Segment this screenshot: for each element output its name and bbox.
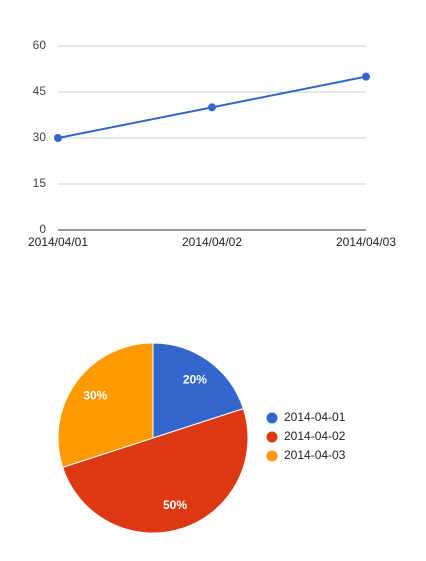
legend-swatch bbox=[266, 450, 278, 462]
y-tick-label: 60 bbox=[33, 38, 47, 52]
y-tick-label: 15 bbox=[33, 176, 47, 190]
pie-slice bbox=[57, 342, 154, 468]
legend-label: 2014-04-01 bbox=[284, 410, 346, 424]
x-tick-label: 2014/04/03 bbox=[336, 235, 396, 249]
legend-swatch bbox=[266, 412, 278, 424]
x-tick-label: 2014/04/01 bbox=[28, 235, 88, 249]
slice-label: 50% bbox=[163, 498, 187, 512]
point bbox=[54, 134, 62, 142]
pie-slice bbox=[62, 408, 249, 534]
y-tick-label: 30 bbox=[33, 130, 47, 144]
point bbox=[362, 72, 370, 81]
legend-label: 2014-04-02 bbox=[284, 429, 346, 443]
y-tick-label: 0 bbox=[39, 222, 46, 236]
slice-label: 20% bbox=[183, 373, 207, 387]
y-tick-label: 45 bbox=[33, 84, 47, 98]
slice-label: 30% bbox=[83, 388, 107, 402]
point bbox=[208, 103, 216, 112]
pie-slice bbox=[152, 342, 244, 439]
x-tick-label: 2014/04/02 bbox=[182, 235, 242, 249]
legend-swatch bbox=[266, 431, 278, 443]
legend-label: 2014-04-03 bbox=[284, 448, 346, 462]
